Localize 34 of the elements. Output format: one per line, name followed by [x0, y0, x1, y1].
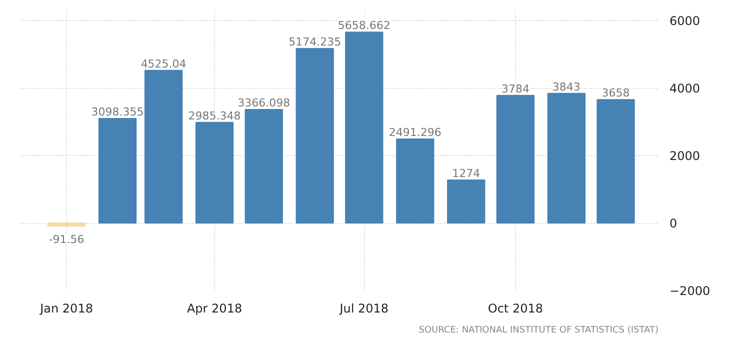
bar	[596, 99, 635, 224]
data-label: 3366.098	[238, 96, 290, 110]
data-label: 2491.296	[388, 126, 442, 139]
data-label: 3098.355	[91, 106, 144, 119]
bar	[447, 180, 486, 224]
y-tick-label: 4000	[670, 82, 700, 96]
bar	[396, 138, 434, 224]
bar	[496, 94, 535, 224]
data-label: 3658	[602, 86, 630, 100]
bar	[547, 92, 586, 224]
x-tick-label: Apr 2018	[186, 302, 242, 316]
source-note: SOURCE: NATIONAL INSTITUTE OF STATISTICS (ISTAT)	[418, 326, 659, 336]
bar	[244, 108, 283, 224]
data-label: 3843	[552, 80, 580, 94]
data-label: 5658.662	[338, 19, 390, 32]
y-tick-label: 0	[670, 216, 678, 231]
bar	[98, 118, 137, 224]
bar	[195, 122, 234, 224]
data-label: 3784	[501, 82, 530, 96]
data-label: 5174.235	[288, 35, 342, 48]
x-tick-label: Oct 2018	[488, 302, 543, 316]
y-tick-label: −2000	[670, 284, 710, 298]
data-label: 2985.348	[188, 109, 241, 122]
bar	[144, 70, 183, 224]
y-tick-label: 2000	[670, 149, 700, 164]
bar	[47, 222, 86, 227]
data-label: -91.56	[48, 233, 84, 246]
x-tick-label: Jan 2018	[39, 302, 93, 316]
bar	[296, 48, 334, 224]
y-tick-label: 6000	[670, 14, 700, 28]
data-label: 4525.04	[140, 57, 186, 70]
x-tick-label: Jul 2018	[338, 302, 389, 316]
data-label: 1274	[452, 167, 480, 180]
bar	[345, 32, 384, 224]
